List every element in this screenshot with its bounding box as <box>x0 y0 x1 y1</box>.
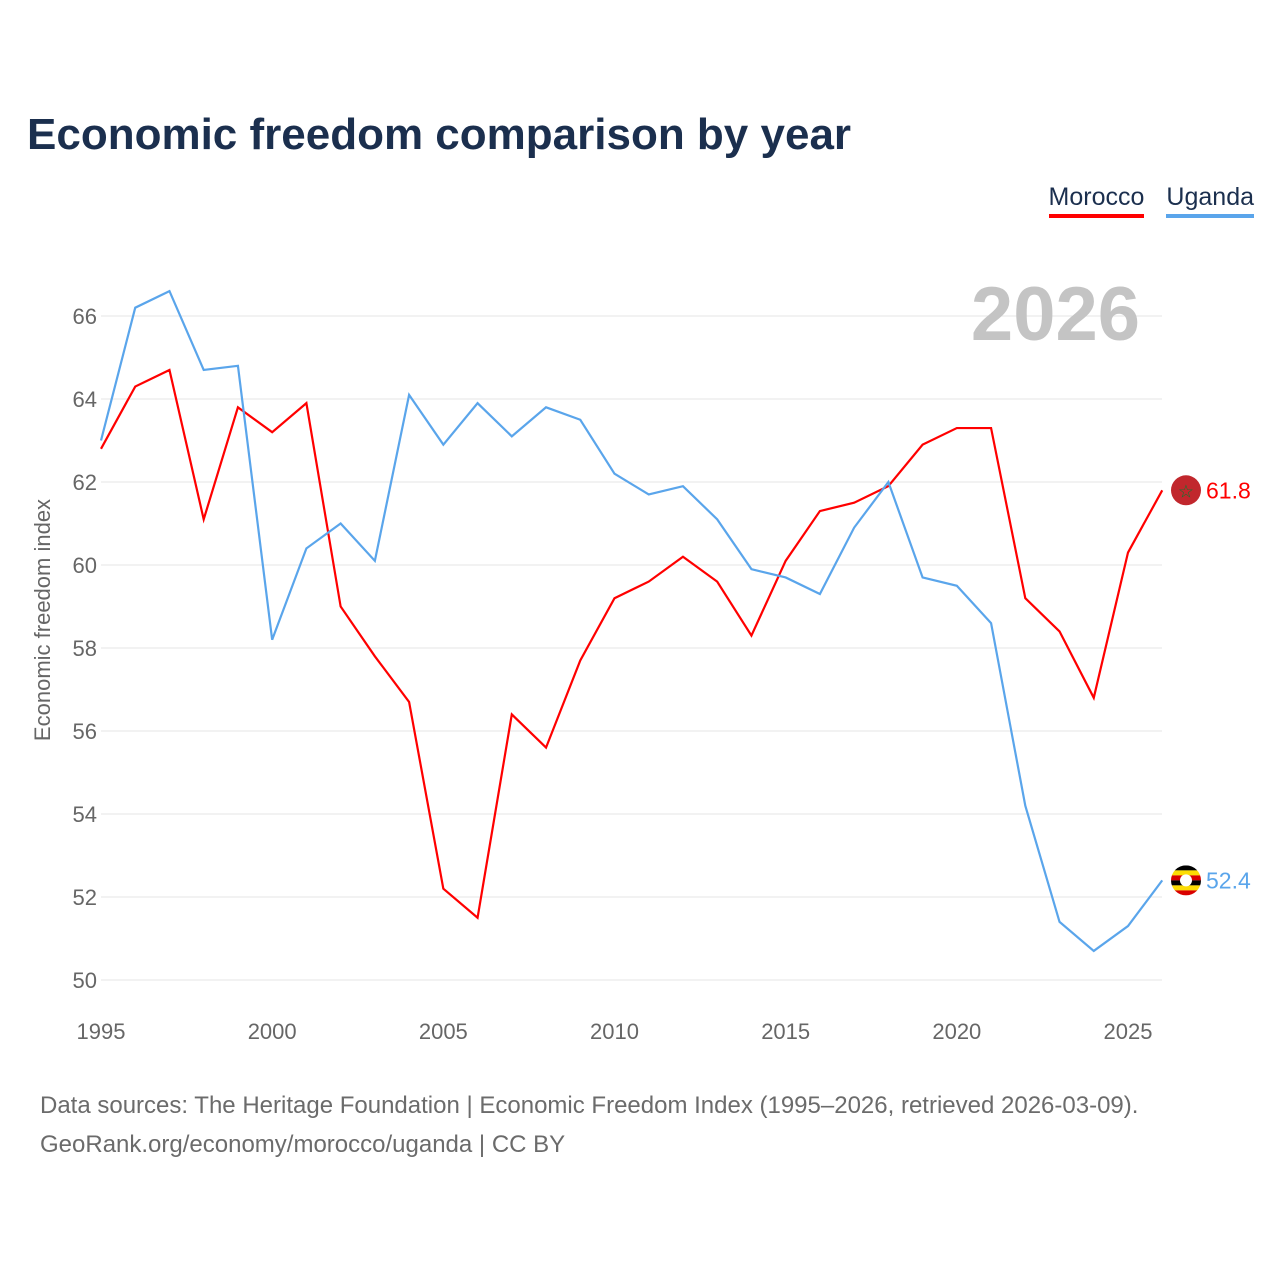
data-point <box>440 442 446 448</box>
data-point <box>646 579 652 585</box>
data-point <box>988 620 994 626</box>
x-tick-label: 2015 <box>761 1019 810 1044</box>
uganda-flag-icon <box>1171 865 1201 896</box>
data-point <box>509 711 515 717</box>
data-point <box>372 653 378 659</box>
data-point <box>577 417 583 423</box>
y-axis-label: Economic freedom index <box>30 499 55 741</box>
data-point <box>475 400 481 406</box>
chart-title: Economic freedom comparison by year <box>27 110 852 159</box>
data-point <box>269 637 275 643</box>
data-point <box>783 558 789 564</box>
data-point <box>1091 695 1097 701</box>
y-tick-label: 60 <box>73 553 97 578</box>
data-point <box>714 579 720 585</box>
data-point <box>680 483 686 489</box>
data-point <box>851 500 857 506</box>
end-value-label: 61.8 <box>1206 477 1251 503</box>
data-point <box>1022 595 1028 601</box>
data-point <box>303 545 309 551</box>
y-tick-label: 66 <box>73 304 97 329</box>
x-tick-label: 2025 <box>1104 1019 1153 1044</box>
legend: Morocco Uganda <box>1048 183 1254 218</box>
data-point <box>132 384 138 390</box>
y-tick-label: 56 <box>73 719 97 744</box>
legend-uganda[interactable]: Uganda <box>1166 183 1254 218</box>
data-point <box>338 604 344 610</box>
data-point <box>920 574 926 580</box>
data-point <box>714 516 720 522</box>
data-point <box>1057 628 1063 634</box>
data-point <box>1159 877 1165 883</box>
data-point <box>509 433 515 439</box>
data-point <box>372 558 378 564</box>
data-point <box>680 554 686 560</box>
y-tick-label: 54 <box>73 802 97 827</box>
y-tick-label: 62 <box>73 470 97 495</box>
footer: Data sources: The Heritage Foundation | … <box>40 1086 1138 1164</box>
data-point <box>303 400 309 406</box>
footer-sources: Data sources: The Heritage Foundation | … <box>40 1092 1139 1119</box>
data-point <box>543 404 549 410</box>
data-point <box>166 367 172 373</box>
year-watermark: 2026 <box>971 272 1140 357</box>
morocco-flag-icon: ☆ <box>1171 475 1201 506</box>
data-point <box>612 595 618 601</box>
data-point <box>577 657 583 663</box>
y-tick-label: 52 <box>73 885 97 910</box>
x-tick-label: 2005 <box>419 1019 468 1044</box>
data-point <box>1022 803 1028 809</box>
end-value-label: 52.4 <box>1206 867 1251 893</box>
data-point <box>98 438 104 444</box>
legend-morocco[interactable]: Morocco <box>1048 183 1145 218</box>
x-tick-label: 1995 <box>77 1019 126 1044</box>
data-point <box>269 429 275 435</box>
series-line-uganda <box>99 289 1164 953</box>
data-point <box>885 479 891 485</box>
data-point <box>748 633 754 639</box>
x-tick-label: 2010 <box>590 1019 639 1044</box>
data-point <box>201 367 207 373</box>
data-point <box>612 471 618 477</box>
data-point <box>235 363 241 369</box>
data-point <box>988 425 994 431</box>
data-point <box>1159 487 1165 493</box>
data-point <box>920 442 926 448</box>
data-point <box>235 404 241 410</box>
data-point <box>98 446 104 452</box>
data-point <box>817 508 823 514</box>
data-point <box>851 525 857 531</box>
data-point <box>166 288 172 294</box>
footer-link[interactable]: GeoRank.org/economy/morocco/uganda | CC … <box>40 1131 566 1158</box>
data-point <box>817 591 823 597</box>
series-line-morocco <box>100 368 1164 920</box>
y-tick-label: 64 <box>73 387 97 412</box>
data-point <box>543 745 549 751</box>
data-point <box>406 699 412 705</box>
data-point <box>132 305 138 311</box>
data-point <box>1057 919 1063 925</box>
data-point <box>475 915 481 921</box>
data-point <box>748 566 754 572</box>
data-point <box>406 392 412 398</box>
data-point <box>1125 550 1131 556</box>
data-point <box>954 583 960 589</box>
data-point <box>646 491 652 497</box>
svg-text:☆: ☆ <box>1178 481 1194 501</box>
data-point <box>1091 948 1097 954</box>
data-point <box>783 574 789 580</box>
data-point <box>440 886 446 892</box>
x-tick-label: 2020 <box>932 1019 981 1044</box>
x-tick-label: 2000 <box>248 1019 297 1044</box>
data-point <box>1125 923 1131 929</box>
y-tick-label: 58 <box>73 636 97 661</box>
y-tick-label: 50 <box>73 968 97 993</box>
data-point <box>201 516 207 522</box>
data-point <box>954 425 960 431</box>
data-point <box>338 521 344 527</box>
